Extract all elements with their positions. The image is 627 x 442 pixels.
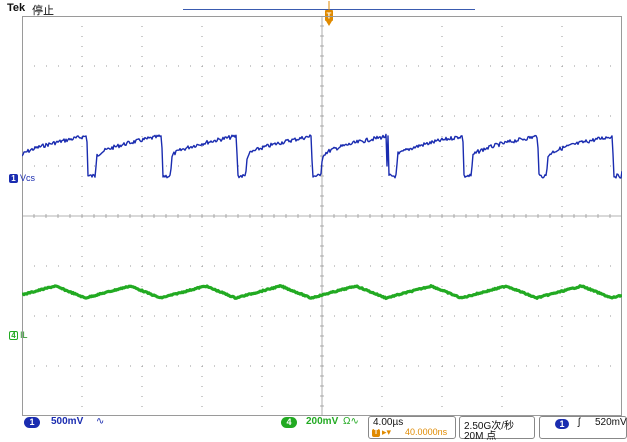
- grid-lines: [22, 16, 622, 416]
- trigger-readout[interactable]: 1 ʃ 520mV: [539, 416, 627, 439]
- ch4-waveform-trace: [22, 284, 622, 301]
- trigger-delay-line: T ▸▾ 40.0000ns: [372, 427, 447, 438]
- ch4-name-label: IL: [20, 330, 28, 340]
- ch1-name-label: Vcs: [20, 173, 36, 183]
- ch1-scale-value: 500mV: [51, 416, 84, 427]
- ch1-marker-icon: 1: [9, 174, 18, 184]
- ch1-scale-readout[interactable]: 1 500mV ∿: [24, 416, 112, 428]
- trigger-level-value: 520mV: [595, 417, 627, 428]
- ch1-badge: 1: [24, 417, 40, 428]
- brand-logo: Tek: [7, 2, 26, 14]
- ch4-scale-value: 200mV: [306, 416, 339, 427]
- bottom-status-bar: 1 500mV ∿ 4 200mV Ω∿ 4.00µs T ▸▾ 40.0000ns…: [0, 416, 627, 442]
- ch4-ground-marker[interactable]: 4 IL: [9, 330, 28, 341]
- ch1-coupling-icon: ∿: [96, 416, 105, 427]
- waveform-graticule: [22, 16, 622, 416]
- ch4-coupling-icon: Ω∿: [343, 416, 359, 427]
- ch1-waveform-trace: [22, 133, 622, 179]
- ch1-ground-marker[interactable]: 1 Vcs: [9, 173, 36, 184]
- acquisition-readout[interactable]: 2.50G次/秒 20M 点: [459, 416, 535, 442]
- trigger-delay-icon: T: [372, 428, 380, 437]
- ch4-marker-icon: 4: [9, 331, 18, 341]
- timebase-value: 4.00µs: [373, 417, 404, 428]
- delay-arrow-icon: ▸▾: [382, 427, 392, 437]
- top-status-bar: Tek 停止 T: [0, 0, 627, 26]
- ch4-badge: 4: [281, 417, 297, 428]
- trigger-delay-value: 40.0000ns: [405, 427, 448, 437]
- timebase-readout[interactable]: 4.00µs T ▸▾ 40.0000ns: [368, 416, 456, 439]
- record-length-value: 20M 点: [464, 431, 497, 442]
- sample-rate-value: 2.50G次/秒: [464, 421, 515, 432]
- trigger-source-badge: 1: [555, 419, 569, 429]
- trigger-slope-icon: ʃ: [578, 417, 581, 428]
- ch4-scale-readout[interactable]: 4 200mV Ω∿: [281, 416, 365, 428]
- run-state: 停止: [32, 5, 54, 17]
